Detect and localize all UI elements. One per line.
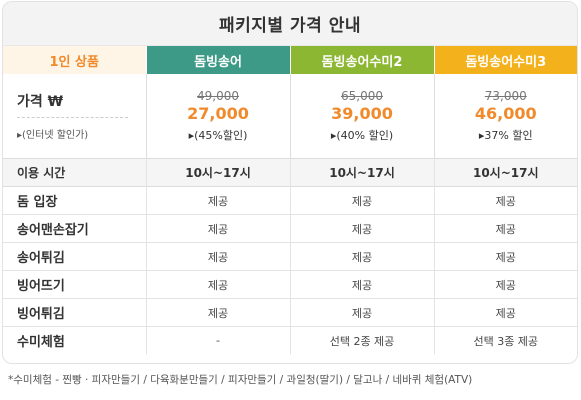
sale-price: 39,000 bbox=[331, 104, 393, 123]
table-row: 이용 시간 10시~17시 10시~17시 10시~17시 bbox=[3, 158, 577, 187]
row-value: - bbox=[146, 326, 291, 354]
table-row: 빙어뜨기 제공 제공 제공 bbox=[3, 270, 577, 299]
row-value: 10시~17시 bbox=[290, 158, 435, 187]
price-table: 1인 상품 돔빙송어 돔빙송어수미2 돔빙송어수미3 가격 ₩ ▸(인터넷 할인… bbox=[3, 46, 577, 354]
table-row: 송어맨손잡기 제공 제공 제공 bbox=[3, 214, 577, 243]
row-value: 선택 2종 제공 bbox=[290, 326, 435, 354]
row-value: 제공 bbox=[434, 298, 577, 327]
discount-label: ▸(40% 할인) bbox=[330, 129, 394, 142]
row-value: 제공 bbox=[290, 270, 435, 299]
row-label: 빙어뜨기 bbox=[3, 270, 147, 299]
header-package-1: 돔빙송어 bbox=[146, 46, 291, 74]
row-value: 10시~17시 bbox=[434, 158, 577, 187]
header-single-product: 1인 상품 bbox=[3, 46, 147, 74]
table-row: 송어튀김 제공 제공 제공 bbox=[3, 242, 577, 271]
row-value: 제공 bbox=[434, 242, 577, 271]
price-cell-2: 65,000 39,000 ▸(40% 할인) bbox=[290, 74, 435, 159]
row-value: 제공 bbox=[434, 186, 577, 215]
price-label-cell: 가격 ₩ ▸(인터넷 할인가) bbox=[3, 74, 147, 159]
row-value: 제공 bbox=[146, 186, 291, 215]
row-value: 제공 bbox=[146, 242, 291, 271]
row-value: 제공 bbox=[290, 186, 435, 215]
price-row: 가격 ₩ ▸(인터넷 할인가) 49,000 27,000 ▸(45%할인) 6… bbox=[3, 74, 577, 159]
row-value: 제공 bbox=[290, 298, 435, 327]
sale-price: 27,000 bbox=[187, 104, 249, 123]
header-package-3: 돔빙송어수미3 bbox=[434, 46, 577, 74]
row-value: 제공 bbox=[434, 270, 577, 299]
footnote: *수미체험 - 찐빵 · 피자만들기 / 다육화분만들기 / 피자만들기 / 과… bbox=[8, 374, 473, 386]
discount-label: ▸37% 할인 bbox=[478, 129, 533, 142]
price-sublabel: ▸(인터넷 할인가) bbox=[17, 130, 89, 141]
row-label: 수미체험 bbox=[3, 326, 147, 354]
title-bar: 패키지별 가격 안내 bbox=[3, 2, 577, 46]
row-value: 선택 3종 제공 bbox=[473, 334, 539, 348]
table-row: 빙어튀김 제공 제공 제공 bbox=[3, 298, 577, 327]
header-package-2: 돔빙송어수미2 bbox=[290, 46, 435, 74]
table-row: 수미체험 - 선택 2종 제공 선택 3종 제공 bbox=[3, 326, 577, 354]
row-value: 제공 bbox=[434, 214, 577, 243]
price-cell-1: 49,000 27,000 ▸(45%할인) bbox=[146, 74, 291, 159]
row-value: 제공 bbox=[146, 214, 291, 243]
row-value: 제공 bbox=[146, 298, 291, 327]
row-value: 제공 bbox=[290, 214, 435, 243]
row-label: 빙어튀김 bbox=[3, 298, 147, 327]
sale-price: 46,000 bbox=[474, 104, 537, 123]
original-price: 73,000 bbox=[484, 89, 527, 103]
row-value: 제공 bbox=[290, 242, 435, 271]
row-label: 돔 입장 bbox=[3, 186, 147, 215]
original-price: 65,000 bbox=[341, 89, 383, 103]
original-price: 49,000 bbox=[197, 89, 239, 103]
price-card: 패키지별 가격 안내 1인 상품 돔빙송어 돔빙송어수미2 돔빙송어수미3 가격… bbox=[2, 1, 578, 364]
price-cell-3: 73,000 46,000 ▸37% 할인 bbox=[434, 74, 577, 159]
discount-label: ▸(45%할인) bbox=[188, 129, 248, 142]
row-value: 제공 bbox=[146, 270, 291, 299]
table-row: 돔 입장 제공 제공 제공 bbox=[3, 186, 577, 215]
row-label: 이용 시간 bbox=[3, 158, 147, 187]
row-value: 10시~17시 bbox=[146, 158, 291, 187]
page-title: 패키지별 가격 안내 bbox=[219, 16, 361, 36]
row-label: 송어튀김 bbox=[3, 242, 147, 271]
row-label: 송어맨손잡기 bbox=[3, 214, 147, 243]
price-label: 가격 ₩ bbox=[17, 91, 128, 118]
